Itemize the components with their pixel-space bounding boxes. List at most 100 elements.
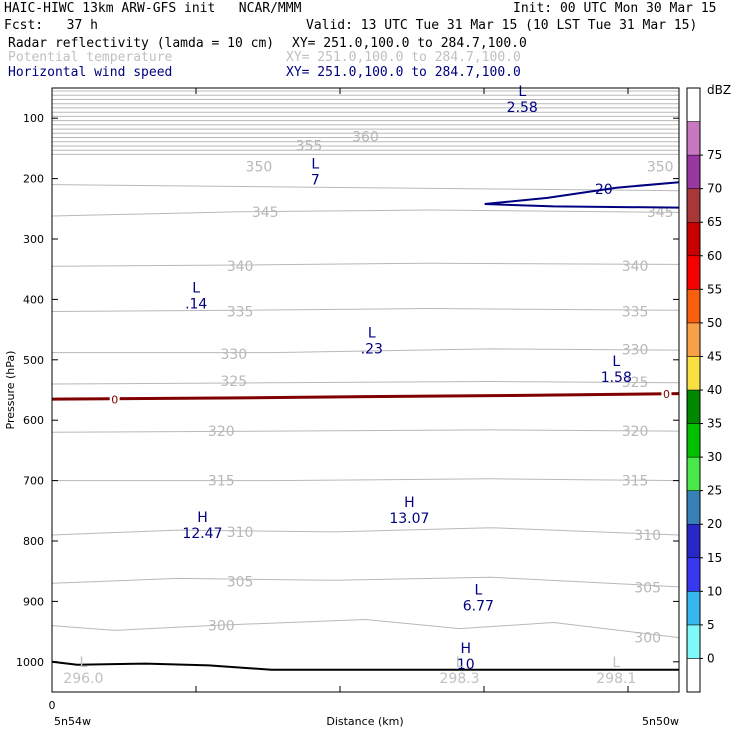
y-tick-label: 200 — [23, 173, 44, 186]
layer-name-theta: Potential temperature — [8, 50, 173, 65]
theta-label: 310 — [227, 525, 254, 541]
theta-label: 305 — [634, 581, 661, 597]
colorbar-swatch — [686, 456, 701, 491]
extremum-value: 10 — [457, 657, 475, 673]
layer-name-reflectivity: Radar reflectivity (lamda = 10 cm) — [8, 36, 275, 51]
extremum-value: 298.1 — [596, 671, 636, 687]
wind-contour-label: 20 — [595, 182, 613, 198]
theta-label: 300 — [208, 619, 235, 635]
colorbar-unit: dBZ — [707, 83, 731, 97]
colorbar-swatch — [686, 154, 701, 189]
y-tick-label: 600 — [23, 414, 44, 427]
theta-label: 335 — [622, 304, 649, 320]
y-axis-label: Pressure (hPa) — [4, 351, 17, 430]
y-tick-label: 900 — [23, 595, 44, 608]
colorbar-swatch — [686, 121, 701, 156]
terrain-profile — [51, 660, 679, 671]
extremum-value: 12.47 — [182, 526, 222, 542]
product-title: HAIC-HIWC 13km ARW-GFS init NCAR/MMM — [4, 1, 302, 16]
extremum-high: H10 — [457, 641, 475, 673]
y-tick-label: 300 — [23, 233, 44, 246]
extremum-low: L6.77 — [463, 582, 494, 614]
terrain-line — [51, 660, 679, 671]
extremum-value: .23 — [361, 342, 383, 358]
extremum-low: L.14 — [185, 280, 207, 312]
theta-label: 320 — [208, 424, 235, 440]
freezing-level-label: 0 — [111, 394, 118, 407]
x-right-label: 5n50w — [642, 715, 679, 728]
wind-contours: 20 — [484, 181, 680, 209]
colorbar-label: 65 — [707, 215, 722, 229]
colorbar-swatch — [686, 423, 701, 458]
extremum-value: 6.77 — [463, 598, 494, 614]
colorbar-swatch — [686, 389, 701, 424]
theta-contour — [51, 527, 680, 536]
forecast-hour: Fcst: 37 h — [4, 18, 98, 33]
colorbar-label: 75 — [707, 148, 722, 162]
colorbar-label: 70 — [707, 182, 722, 196]
theta-contour — [52, 348, 680, 354]
y-tick-label: 400 — [23, 293, 44, 306]
theta-label: 350 — [246, 160, 273, 176]
theta-contour — [51, 209, 680, 217]
colorbar-swatch — [686, 289, 701, 324]
colorbar-swatch — [686, 557, 701, 592]
plot-frame — [51, 87, 680, 693]
y-tick-label: 100 — [23, 112, 44, 125]
colorbar-label: 30 — [707, 450, 722, 464]
colorbar-label: 5 — [707, 618, 715, 632]
extremum-value: 298.3 — [440, 671, 480, 687]
colorbar-label: 15 — [707, 551, 722, 565]
theta-contour — [51, 576, 680, 588]
theta-label: 345 — [647, 205, 674, 221]
colorbar-label: 50 — [707, 316, 722, 330]
layer-xy-reflectivity: XY= 251.0,100.0 to 284.7,100.0 — [292, 36, 527, 51]
extremum-symbol: L — [192, 280, 200, 296]
freezing-label-bg — [661, 388, 672, 400]
theta-labels: 360 355 350 350 345 345 340 340 335 335 330 330 325 3… — [208, 129, 674, 646]
valid-time: Valid: 13 UTC Tue 31 Mar 15 (10 LST Tue … — [306, 18, 698, 33]
extremum-value: 296.0 — [63, 671, 103, 687]
theta-label: 350 — [647, 160, 674, 176]
x-left-label: 5n54w — [54, 715, 91, 728]
theta-contour — [51, 429, 680, 433]
colorbar-swatch — [686, 188, 701, 223]
theta-contour — [51, 262, 680, 267]
y-tick-label: 700 — [23, 475, 44, 488]
colorbar-swatch — [686, 322, 701, 357]
extremum-symbol: L — [518, 84, 526, 100]
colorbar-label: 45 — [707, 349, 722, 363]
x-axis-label: Distance (km) — [326, 715, 403, 728]
extremum-value: 1.58 — [601, 370, 632, 386]
colorbar-label: 35 — [707, 417, 722, 431]
theta-label: 305 — [227, 574, 254, 590]
colorbar-label: 40 — [707, 383, 722, 397]
y-tick-label: 1000 — [16, 656, 44, 669]
theta-label: 335 — [227, 304, 254, 320]
colorbar-label: 10 — [707, 584, 722, 598]
extremum-symbol: H — [461, 641, 472, 657]
extremum-symbol: H — [404, 495, 415, 511]
colorbar-label: 60 — [707, 249, 722, 263]
colorbar-label: 25 — [707, 484, 722, 498]
x-tick-zero: 0 — [49, 699, 56, 712]
theta-label: 330 — [220, 347, 247, 363]
extremum-value: 7 — [311, 173, 320, 189]
theta-contour — [51, 618, 680, 639]
layer-xy-wind: XY= 251.0,100.0 to 284.7,100.0 — [286, 65, 521, 80]
extremum-low: L1.58 — [601, 354, 632, 386]
extrema-labels: L2.58L7L.14L.23L1.58H12.47H13.07L6.77H10… — [63, 84, 636, 687]
colorbar-swatch — [686, 356, 701, 391]
theta-label: 300 — [634, 631, 661, 647]
y-tick-label: 500 — [23, 354, 44, 367]
colorbar-swatch — [686, 87, 701, 122]
extremum-low: L.23 — [361, 326, 383, 358]
theta-label: 340 — [622, 259, 649, 275]
dbz-colorbar: 0 5 10 15 20 25 30 35 40 45 50 55 60 65 70 75 — [686, 87, 722, 693]
colorbar-swatch — [686, 221, 701, 257]
colorbar-swatch — [686, 591, 701, 626]
theta-label: 345 — [252, 205, 279, 221]
